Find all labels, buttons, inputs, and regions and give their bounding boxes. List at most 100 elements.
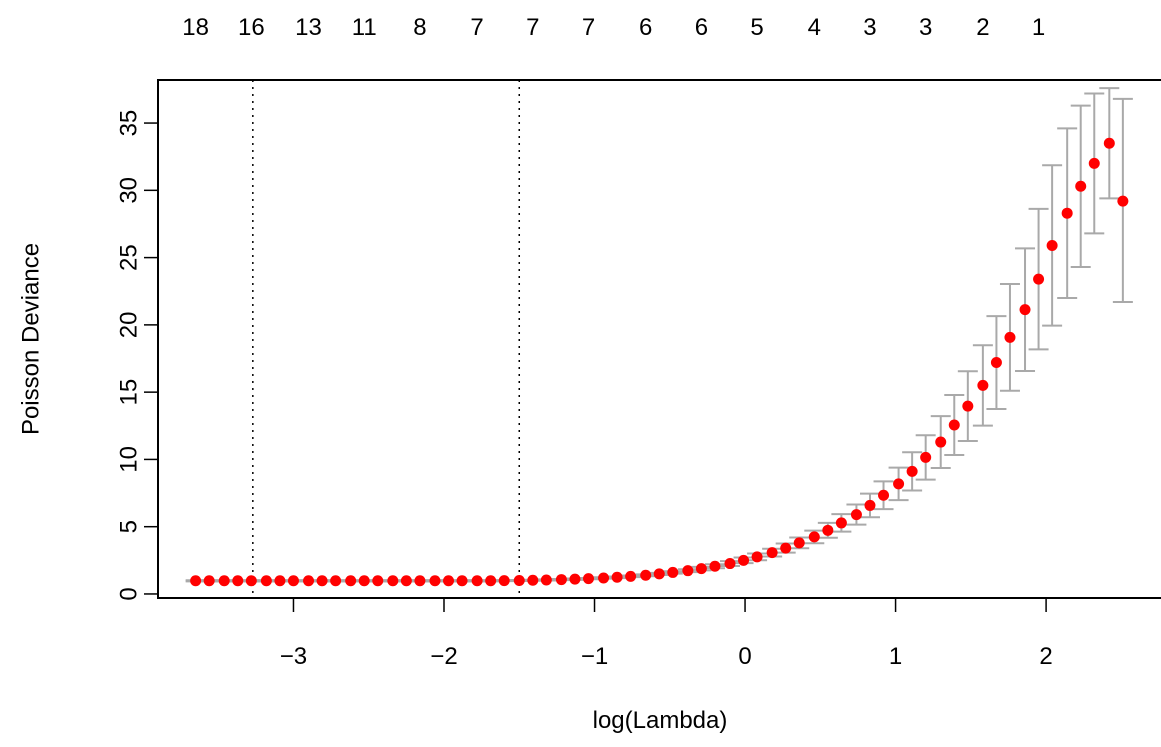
data-point: [498, 575, 510, 587]
data-point: [653, 568, 665, 580]
y-axis-title: Poisson Deviance: [17, 243, 44, 435]
data-point: [682, 565, 694, 577]
data-point: [1033, 273, 1045, 285]
y-tick-label: 35: [115, 110, 142, 137]
data-point: [1075, 180, 1087, 192]
top-axis-label: 18: [182, 14, 209, 41]
data-point: [906, 465, 918, 477]
top-axis-label: 7: [582, 14, 595, 41]
top-axis-label: 7: [470, 14, 483, 41]
top-axis-label: 4: [808, 14, 821, 41]
data-point: [948, 419, 960, 431]
data-point: [920, 451, 932, 463]
data-point: [345, 575, 357, 587]
data-point: [203, 575, 215, 587]
y-axis: 0 5 10 15 20 25 30 35: [115, 110, 159, 601]
data-point: [878, 489, 890, 501]
data-point: [443, 575, 455, 587]
top-axis-label: 1: [1032, 14, 1045, 41]
data-point: [245, 575, 257, 587]
data-point: [990, 357, 1002, 369]
data-point: [709, 560, 721, 572]
y-tick-label: 5: [115, 520, 142, 533]
data-point: [456, 575, 468, 587]
data-point: [935, 436, 947, 448]
y-tick-label: 0: [115, 587, 142, 600]
data-point: [667, 566, 679, 578]
data-point: [1004, 331, 1016, 343]
y-tick-label: 20: [115, 312, 142, 339]
top-axis-label: 3: [863, 14, 876, 41]
data-point: [751, 551, 763, 563]
data-point: [287, 575, 299, 587]
data-point: [513, 575, 525, 587]
data-point: [583, 573, 595, 585]
reference-lines: [252, 80, 521, 598]
data-point: [555, 574, 567, 586]
top-axis-label: 13: [295, 14, 322, 41]
y-tick-label: 10: [115, 446, 142, 473]
x-tick-label: −1: [581, 643, 608, 670]
top-axis-label: 3: [919, 14, 932, 41]
data-point: [695, 563, 707, 575]
data-point: [598, 572, 610, 584]
x-tick-label: 1: [889, 643, 902, 670]
data-point: [387, 575, 399, 587]
data-point: [218, 575, 230, 587]
data-point: [400, 575, 412, 587]
data-point: [977, 379, 989, 391]
data-point: [358, 575, 370, 587]
data-point: [414, 575, 426, 587]
data-point: [540, 574, 552, 586]
x-tick-label: 2: [1039, 643, 1052, 670]
y-tick-label: 25: [115, 244, 142, 271]
data-point: [1117, 195, 1129, 207]
data-point: [611, 571, 623, 583]
data-point: [724, 558, 736, 570]
top-axis-label: 6: [695, 14, 708, 41]
data-points: [190, 137, 1129, 587]
top-axis-label: 7: [526, 14, 539, 41]
top-axis-label: 2: [976, 14, 989, 41]
data-point: [330, 575, 342, 587]
data-point: [835, 517, 847, 529]
data-point: [260, 575, 272, 587]
data-point: [864, 499, 876, 511]
data-point: [485, 575, 497, 587]
data-point: [962, 400, 974, 412]
data-point: [471, 575, 483, 587]
data-point: [822, 524, 834, 536]
data-point: [527, 574, 539, 586]
data-point: [316, 575, 328, 587]
data-point: [190, 575, 202, 587]
data-point: [1046, 239, 1058, 251]
data-point: [766, 547, 778, 559]
data-point: [274, 575, 286, 587]
data-point: [625, 570, 637, 582]
top-axis-label: 5: [750, 14, 763, 41]
x-tick-label: −2: [430, 643, 457, 670]
data-point: [1061, 207, 1073, 219]
data-point: [429, 575, 441, 587]
data-point: [372, 575, 384, 587]
top-axis-label: 8: [413, 14, 426, 41]
x-axis-title: log(Lambda): [593, 707, 728, 734]
y-tick-label: 30: [115, 177, 142, 204]
top-axis-label: 11: [352, 14, 377, 41]
data-point: [640, 569, 652, 581]
y-tick-label: 15: [115, 379, 142, 406]
data-point: [303, 575, 315, 587]
data-point: [793, 537, 805, 549]
data-point: [850, 509, 862, 521]
data-point: [1088, 157, 1100, 169]
top-axis-label: 16: [238, 14, 265, 41]
data-point: [569, 573, 581, 585]
x-tick-label: −3: [280, 643, 307, 670]
top-axis-label: 6: [639, 14, 652, 41]
data-point: [808, 531, 820, 543]
x-axis: −3 −2 −1 0 1 2: [280, 597, 1053, 670]
x-tick-label: 0: [738, 643, 751, 670]
top-axis-labels: 18 16 13 11 8 7 7 7 6 6 5 4 3 3 2 1: [182, 14, 1045, 41]
